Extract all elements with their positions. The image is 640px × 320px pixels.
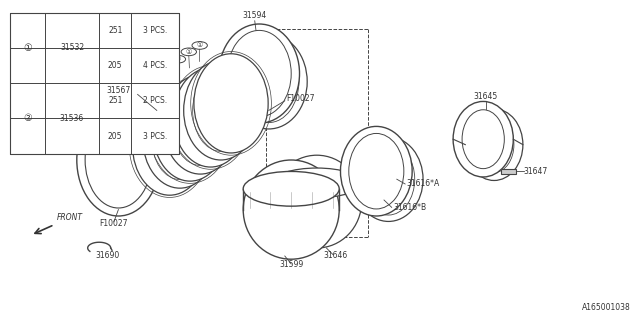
Text: 31594: 31594 (243, 11, 267, 20)
Ellipse shape (194, 54, 268, 153)
Text: 2 PCS.: 2 PCS. (143, 96, 167, 105)
Ellipse shape (272, 168, 362, 198)
Text: 31599: 31599 (279, 260, 303, 269)
Text: ②: ② (234, 119, 240, 124)
Ellipse shape (453, 101, 513, 177)
Ellipse shape (153, 82, 227, 181)
Ellipse shape (143, 89, 217, 188)
Text: 4 PCS.: 4 PCS. (143, 61, 167, 70)
Ellipse shape (77, 104, 160, 216)
Text: 31536: 31536 (60, 114, 84, 123)
Text: ①: ① (175, 56, 181, 62)
Ellipse shape (340, 126, 412, 216)
Text: 31646: 31646 (324, 251, 348, 260)
Text: 31567: 31567 (106, 86, 131, 95)
Text: 31532: 31532 (60, 44, 84, 52)
Ellipse shape (230, 34, 307, 129)
Ellipse shape (354, 137, 423, 221)
Text: 251: 251 (108, 26, 122, 35)
Text: F10027: F10027 (100, 219, 128, 228)
Text: 31616*B: 31616*B (394, 203, 427, 212)
Text: A165001038: A165001038 (582, 303, 630, 312)
Ellipse shape (132, 96, 207, 195)
Ellipse shape (272, 155, 362, 248)
Bar (501, 169, 516, 174)
Text: 31616*A: 31616*A (406, 179, 440, 188)
Text: 251: 251 (108, 96, 122, 105)
Ellipse shape (219, 24, 300, 123)
Text: ①: ① (23, 43, 31, 53)
Text: 31690: 31690 (95, 251, 120, 260)
Text: ②: ② (23, 113, 31, 124)
Ellipse shape (243, 172, 339, 206)
Text: FRONT: FRONT (56, 213, 83, 222)
Text: F10027: F10027 (287, 94, 316, 103)
Ellipse shape (163, 75, 237, 174)
Text: 31647: 31647 (524, 167, 548, 176)
Ellipse shape (184, 61, 258, 160)
Ellipse shape (465, 109, 523, 180)
Ellipse shape (173, 68, 248, 167)
Text: 31645: 31645 (473, 92, 497, 101)
Text: 205: 205 (108, 132, 122, 140)
Text: ②: ② (226, 132, 232, 137)
Text: ①: ① (186, 49, 192, 55)
Text: 3 PCS.: 3 PCS. (143, 132, 167, 140)
Text: 205: 205 (108, 61, 122, 70)
Ellipse shape (243, 160, 339, 259)
Text: 3 PCS.: 3 PCS. (143, 26, 167, 35)
Bar (10, 13, 179, 154)
Text: ①: ① (196, 43, 203, 48)
